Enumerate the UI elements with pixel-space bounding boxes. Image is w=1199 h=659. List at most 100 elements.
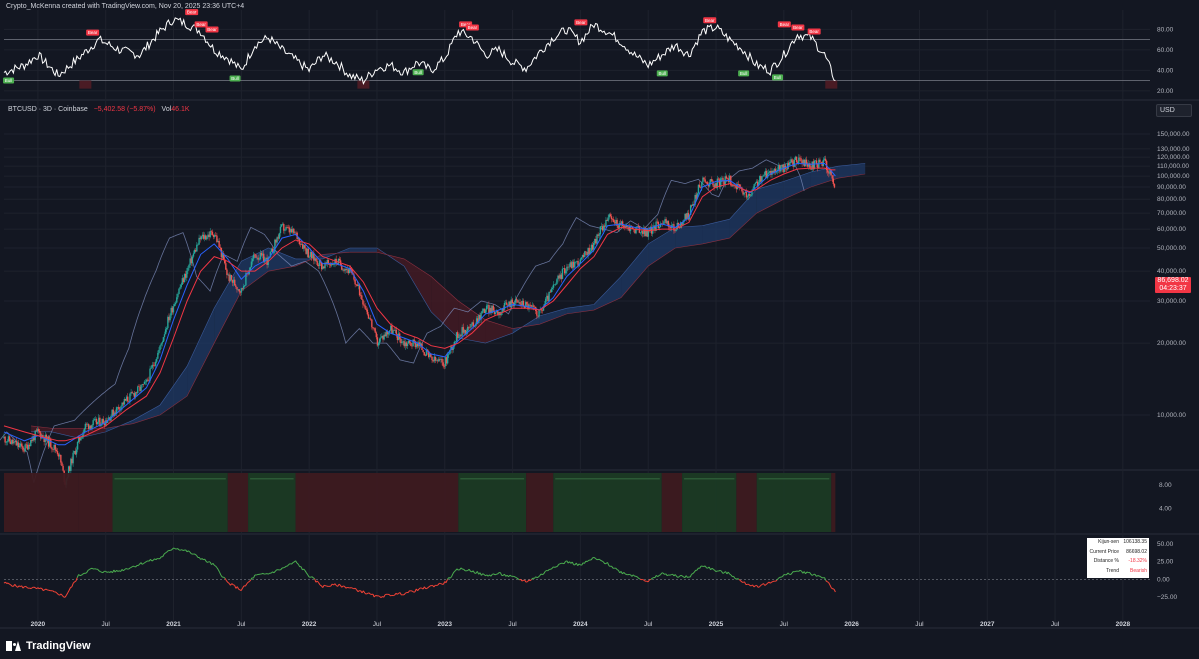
candle-body xyxy=(608,214,610,218)
candle-body xyxy=(12,439,14,444)
candle-down xyxy=(445,353,448,367)
candle-body xyxy=(665,219,667,224)
candle-up xyxy=(762,174,764,178)
candle-body xyxy=(691,205,693,206)
oscillator-segment-positive xyxy=(170,548,173,551)
candle-body xyxy=(380,337,382,339)
rsi-bear-label: Bear xyxy=(703,17,717,24)
oscillator-segment-positive xyxy=(207,561,210,563)
candle-body xyxy=(607,217,609,221)
candle-down xyxy=(529,301,531,308)
candle-body xyxy=(7,436,10,442)
x-tick-label: 2021 xyxy=(166,621,181,628)
candle-up xyxy=(531,302,534,308)
candle-down xyxy=(47,435,50,449)
rsi-bear-label: Bear xyxy=(791,24,805,31)
candle-body xyxy=(751,191,753,196)
oscillator-segment-positive xyxy=(638,577,641,580)
oscillator-segment-negative xyxy=(769,581,772,584)
oscillator-segment-positive xyxy=(217,569,221,573)
candle-up xyxy=(546,292,548,302)
candle-body xyxy=(685,213,687,220)
candle-body xyxy=(144,381,147,383)
candle-body xyxy=(218,240,220,248)
rsi-bear-label: Bear xyxy=(574,19,588,26)
candle-body xyxy=(746,196,749,198)
candle-up xyxy=(482,308,485,313)
candle-up xyxy=(811,161,813,173)
candle-down xyxy=(238,289,240,294)
candle-down xyxy=(691,204,693,208)
currency-scale-button[interactable]: USD xyxy=(1156,104,1192,117)
candle-up xyxy=(551,285,554,292)
oscillator-segment-negative xyxy=(426,586,429,589)
candle-body xyxy=(170,307,172,316)
oscillator-segment-positive xyxy=(600,560,603,562)
candle-body xyxy=(149,368,151,381)
candle-body xyxy=(667,221,670,227)
candle-body xyxy=(181,278,184,285)
candle-body xyxy=(571,261,574,269)
oscillator-segment-negative xyxy=(375,594,378,597)
candle-body xyxy=(304,245,306,249)
candle-body xyxy=(394,329,396,331)
candle-down xyxy=(712,179,714,187)
candle-body xyxy=(139,386,141,391)
candle-up xyxy=(176,293,178,303)
oscillator-segment-negative xyxy=(403,592,406,596)
candle-up xyxy=(137,385,139,397)
candle-down xyxy=(611,218,614,222)
candle-body xyxy=(710,179,712,183)
candle-up xyxy=(584,250,586,258)
oscillator-segment-negative xyxy=(362,590,366,594)
oscillator-segment-positive xyxy=(174,548,177,550)
candle-body xyxy=(773,168,775,174)
candle-up xyxy=(314,255,316,264)
symbol-legend[interactable]: BTCUSD · 3D · Coinbase −5,402.58 (−5.87%… xyxy=(8,106,190,113)
candle-body xyxy=(793,159,796,167)
candle-body xyxy=(533,306,536,308)
oscillator-segment-negative xyxy=(742,581,745,583)
candle-body xyxy=(647,229,649,237)
oscillator-segment-positive xyxy=(809,572,812,575)
candle-body xyxy=(584,251,586,258)
oscillator-segment-negative xyxy=(647,579,651,583)
candle-body xyxy=(378,338,381,344)
candle-body xyxy=(127,396,129,402)
bull-badge-text: Bull xyxy=(740,71,748,76)
oscillator-segment-positive xyxy=(144,561,147,563)
candle-up xyxy=(778,162,780,174)
candle-body xyxy=(205,235,207,240)
candle-down xyxy=(299,240,302,248)
candle-body xyxy=(509,301,511,308)
oscillator-segment-positive xyxy=(159,556,162,559)
candle-down xyxy=(722,176,724,185)
candle-body xyxy=(320,262,323,270)
candle-body xyxy=(313,253,315,261)
oscillator-segment-positive xyxy=(307,574,310,578)
oscillator-segment-positive xyxy=(89,568,92,570)
candle-body xyxy=(753,184,755,189)
oscillator-segment-positive xyxy=(223,576,226,579)
candle-body xyxy=(315,258,317,262)
candle-up xyxy=(270,247,273,253)
oscillator-segment-positive xyxy=(253,574,256,579)
candle-body xyxy=(589,251,592,255)
candle-body xyxy=(392,330,394,334)
candle-down xyxy=(609,212,612,218)
tradingview-logo[interactable]: TradingView xyxy=(6,638,91,654)
candle-up xyxy=(13,439,15,445)
oscillator-segment-positive xyxy=(485,574,488,577)
candle-body xyxy=(646,228,648,237)
candle-body xyxy=(92,420,94,426)
candle-body xyxy=(34,430,36,441)
bear-badge xyxy=(807,28,821,35)
candle-body xyxy=(232,279,235,283)
oscillator-segment-negative xyxy=(249,579,252,582)
oscillator-segment-negative xyxy=(379,596,382,598)
candle-body xyxy=(60,454,62,463)
candle-up xyxy=(607,214,609,223)
rsi-oversold-marker xyxy=(79,80,92,89)
candle-body xyxy=(711,179,713,182)
